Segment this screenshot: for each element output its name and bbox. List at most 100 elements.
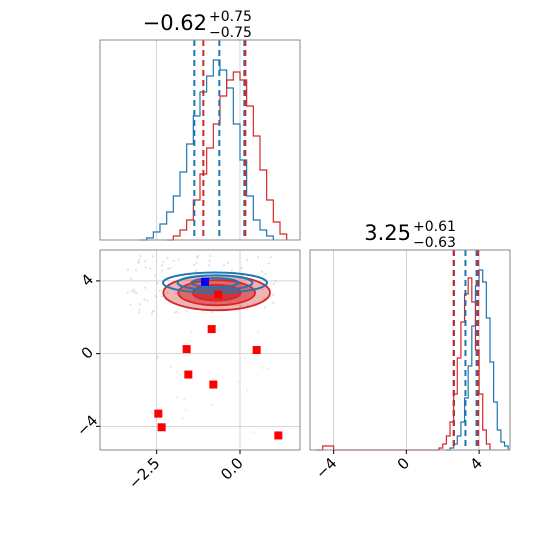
histogram-title-lower: −0.75	[209, 25, 252, 41]
sample-point	[153, 274, 156, 277]
red-square-marker	[209, 380, 218, 389]
histogram-step-line	[166, 71, 288, 241]
red-square-marker	[182, 345, 191, 354]
sample-point	[146, 299, 149, 302]
sample-point	[192, 263, 195, 266]
red-square-marker	[274, 431, 283, 440]
sample-point	[175, 291, 178, 294]
sample-point	[267, 262, 270, 265]
sample-point	[209, 255, 212, 258]
sample-point	[223, 264, 226, 267]
sample-point	[261, 288, 264, 291]
blue-contour-level	[176, 274, 254, 292]
sample-point	[126, 268, 129, 271]
sample-point	[166, 256, 169, 259]
sample-point	[139, 255, 142, 258]
sample-point	[169, 365, 172, 368]
x-tick-label: 0.0	[217, 454, 247, 484]
sample-point	[143, 298, 146, 301]
sample-point	[138, 303, 141, 306]
y-tick-label: 4	[78, 270, 97, 289]
sample-point	[252, 302, 255, 305]
sample-point	[263, 297, 266, 300]
red-square-marker	[154, 409, 163, 418]
sample-point	[137, 261, 140, 264]
sample-point	[267, 367, 270, 370]
sample-point	[156, 357, 159, 360]
sample-point	[183, 397, 186, 400]
sample-point	[149, 267, 152, 270]
sample-point	[150, 312, 153, 315]
sample-point	[132, 288, 135, 291]
sample-point	[126, 291, 129, 294]
red-square-marker	[252, 346, 261, 354]
sample-point	[156, 355, 159, 358]
sample-point	[208, 264, 211, 267]
sample-point	[167, 268, 170, 271]
y-tick-label: −4	[73, 411, 101, 439]
x-tick-label: −2.5	[125, 454, 163, 492]
sample-point	[154, 294, 157, 297]
sample-point	[134, 269, 137, 272]
sample-point	[135, 291, 138, 294]
red-square-marker	[214, 290, 223, 299]
sample-point	[161, 269, 164, 272]
sample-point	[181, 417, 184, 420]
sample-point	[138, 311, 141, 314]
sample-point	[274, 280, 277, 283]
sample-point	[269, 256, 272, 259]
histogram-step-line	[140, 59, 274, 241]
histogram-panel-param2: 3.25 +0.61 −0.63 −4 0 4	[309, 219, 511, 482]
sample-point	[144, 286, 147, 289]
sample-point	[158, 289, 161, 292]
sample-point	[272, 301, 275, 304]
sample-point	[239, 304, 242, 307]
scatter-panel: −2.5 0.0 −4 0 4	[73, 249, 301, 493]
sample-point	[246, 389, 249, 392]
sample-point	[195, 261, 198, 264]
sample-point	[240, 267, 243, 270]
histogram-title-lower: −0.63	[413, 235, 456, 251]
red-square-marker	[157, 423, 166, 432]
histogram-frame	[309, 249, 511, 451]
blue-contour-level	[190, 277, 240, 289]
x-tick-label: 0	[394, 454, 413, 473]
sample-point	[138, 308, 141, 311]
sample-point	[176, 311, 179, 314]
sample-point	[257, 256, 260, 259]
histogram-title-value: 3.25	[364, 221, 411, 245]
sample-point	[272, 282, 275, 285]
sample-point	[260, 270, 263, 273]
sample-point	[175, 395, 178, 398]
sample-point	[195, 256, 198, 259]
sample-point	[130, 277, 133, 280]
sample-point	[230, 269, 233, 272]
sample-point	[257, 331, 260, 334]
sample-point	[197, 255, 200, 258]
sample-point	[210, 311, 213, 314]
sample-point	[226, 262, 229, 265]
sample-point	[133, 291, 136, 294]
sample-point	[185, 310, 188, 313]
sample-point	[194, 269, 197, 272]
sample-point	[172, 259, 175, 262]
sample-point	[185, 409, 188, 412]
sample-point	[252, 431, 255, 434]
x-tick-label: −4	[312, 454, 340, 482]
blue-square-marker	[201, 277, 209, 286]
sample-point	[129, 303, 132, 306]
sample-point	[144, 266, 147, 269]
x-tick-label: 4	[466, 454, 485, 473]
sample-point	[217, 329, 220, 332]
scatter-frame	[99, 249, 301, 451]
red-square-marker	[184, 370, 193, 379]
red-square-marker	[207, 325, 216, 334]
sample-point	[156, 281, 159, 284]
histogram-title-upper: +0.75	[209, 9, 252, 25]
sample-point	[246, 259, 249, 262]
sample-point	[208, 259, 211, 262]
sample-point	[261, 366, 264, 369]
sample-point	[131, 290, 134, 293]
sample-point	[151, 310, 154, 313]
sample-point	[221, 307, 224, 310]
